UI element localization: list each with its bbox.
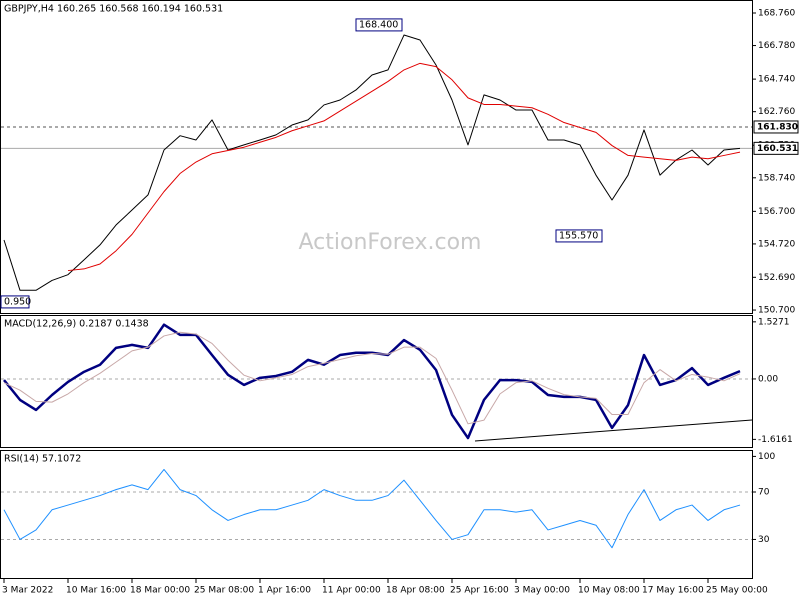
- series-line: [3, 34, 741, 291]
- annotation-label: 155.570: [559, 230, 598, 241]
- series-line: [3, 323, 741, 440]
- watermark: ActionForex.com: [299, 230, 482, 255]
- price-label-box: [753, 141, 799, 155]
- y-tick-label: 158.740: [758, 173, 795, 183]
- panel-title: GBPJPY,H4 160.265 160.568 160.194 160.53…: [4, 4, 223, 15]
- price-label: 160.531: [757, 144, 798, 154]
- x-tick-label: 25 Apr 16:00: [450, 586, 509, 596]
- annotation-box: [355, 18, 403, 32]
- x-tick-label: 3 Mar 2022: [2, 586, 53, 596]
- y-tick-label: 30: [758, 535, 770, 545]
- macd-panel: [0, 315, 753, 448]
- y-tick-label: 156.700: [758, 207, 795, 217]
- y-tick-label: 154.720: [758, 239, 795, 249]
- panel-title: RSI(14) 57.1072: [4, 454, 81, 465]
- trend-line: [474, 419, 753, 442]
- price-label: 161.830: [757, 122, 798, 132]
- y-tick-label: 150.700: [758, 306, 795, 316]
- y-tick-label: 164.740: [758, 75, 795, 85]
- series-line: [3, 468, 741, 549]
- price-label-box: [753, 120, 799, 134]
- series-line: [3, 331, 741, 425]
- y-tick-label: 0.00: [758, 374, 778, 384]
- x-tick-label: 10 Mar 16:00: [66, 586, 126, 596]
- y-tick-label: -1.6161: [758, 435, 793, 445]
- x-tick-label: 25 May 00:00: [706, 586, 768, 596]
- x-tick-label: 11 Apr 00:00: [322, 586, 381, 596]
- annotation-box: [0, 295, 30, 309]
- x-tick-label: 17 May 16:00: [642, 586, 704, 596]
- panel-title: MACD(12,26,9) 0.2187 0.1438: [4, 319, 149, 330]
- y-tick-label: 1.5271: [758, 317, 790, 327]
- y-tick-label: 152.690: [758, 273, 795, 283]
- main-panel: [0, 0, 753, 314]
- x-tick-label: 18 Apr 08:00: [386, 586, 445, 596]
- y-tick-label: 168.760: [758, 8, 795, 18]
- rsi-panel: [0, 450, 753, 579]
- x-tick-label: 3 May 00:00: [514, 586, 570, 596]
- x-tick-label: 10 May 08:00: [578, 586, 640, 596]
- y-tick-label: 162.760: [758, 107, 795, 117]
- x-tick-label: 25 Mar 08:00: [194, 586, 254, 596]
- annotation-label: 0.950: [4, 296, 31, 307]
- annotation-box: [555, 229, 603, 243]
- annotation-label: 168.400: [359, 19, 398, 30]
- y-tick-label: 70: [758, 487, 770, 497]
- x-tick-label: 18 Mar 00:00: [130, 586, 190, 596]
- y-tick-label: 100: [758, 452, 775, 462]
- y-tick-label: 166.780: [758, 41, 795, 51]
- series-line: [67, 62, 741, 272]
- x-tick-label: 1 Apr 16:00: [258, 586, 311, 596]
